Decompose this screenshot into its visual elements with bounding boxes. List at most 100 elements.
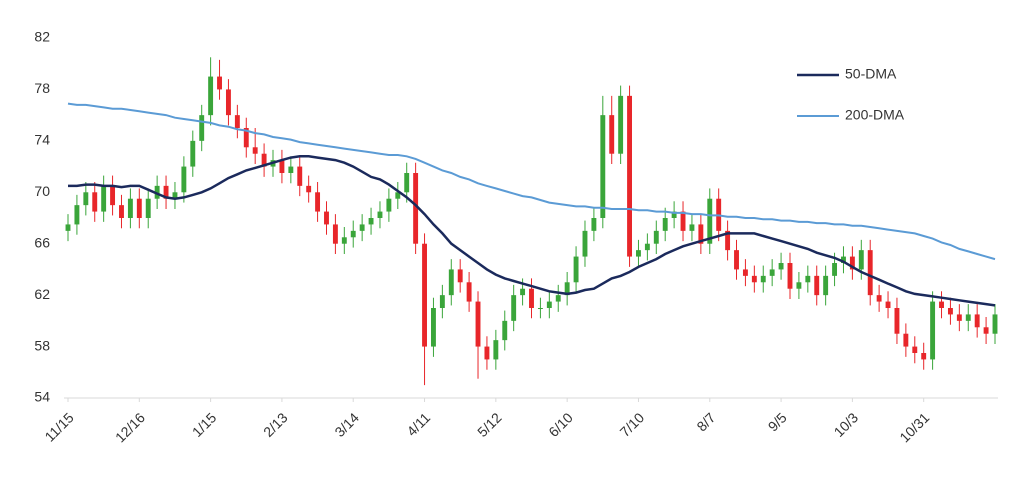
x-tick-label: 5/12 xyxy=(474,409,505,440)
candle-body xyxy=(939,301,944,308)
candle-body xyxy=(627,95,632,257)
candle-body xyxy=(778,263,784,270)
y-tick-label: 70 xyxy=(34,183,50,199)
y-tick-label: 74 xyxy=(34,132,50,148)
candle-body xyxy=(368,218,374,225)
candle-body xyxy=(493,340,499,360)
candle-body xyxy=(653,230,659,244)
candle-body xyxy=(796,282,802,289)
candle-body xyxy=(234,115,240,128)
candle-body xyxy=(404,173,410,193)
ma-line xyxy=(67,102,996,261)
candle-body xyxy=(885,301,891,308)
candle-body xyxy=(288,166,294,173)
candle-body xyxy=(956,314,962,321)
x-tick-label: 9/5 xyxy=(765,409,790,434)
legend-label: 50-DMA xyxy=(845,66,897,82)
candle-body xyxy=(163,185,169,199)
x-tick-label: 2/13 xyxy=(260,409,291,440)
candle-body xyxy=(760,275,766,283)
candle-body xyxy=(110,185,116,206)
x-tick-label: 3/14 xyxy=(331,409,362,440)
candle-body xyxy=(965,314,971,321)
candle-body xyxy=(921,353,927,360)
candle-body xyxy=(814,275,820,296)
candle-body xyxy=(217,76,222,90)
x-tick-label: 10/3 xyxy=(831,409,862,440)
candle-body xyxy=(466,282,472,302)
candle-body xyxy=(359,224,365,231)
candle-body xyxy=(769,269,775,276)
y-tick-label: 54 xyxy=(34,389,50,405)
candle-body xyxy=(431,308,436,347)
candle-body xyxy=(190,140,196,167)
candle-body xyxy=(511,295,517,321)
candle-body xyxy=(876,295,882,302)
x-tick-label: 12/16 xyxy=(112,409,148,445)
candle-body xyxy=(181,166,187,193)
candle-body xyxy=(386,198,392,212)
candle-body xyxy=(377,211,383,218)
candle-body xyxy=(145,198,151,218)
candle-body xyxy=(787,263,793,289)
legend-label: 200-DMA xyxy=(845,107,905,123)
candle-body xyxy=(823,275,829,296)
candle-body xyxy=(849,256,855,270)
x-tick-label: 1/15 xyxy=(189,409,220,440)
candle-body xyxy=(475,301,481,347)
candle-body xyxy=(609,115,615,154)
candle-body xyxy=(725,230,731,251)
candle-body xyxy=(341,237,347,244)
candle-body xyxy=(92,192,98,212)
candle-body xyxy=(529,288,534,308)
candle-body xyxy=(734,250,739,270)
candle-body xyxy=(555,295,561,302)
candle-body xyxy=(751,275,757,283)
candle-body xyxy=(707,198,713,244)
candle-body xyxy=(315,192,321,212)
candle-body xyxy=(261,153,267,167)
candle-body xyxy=(591,218,597,231)
candle-body xyxy=(279,160,285,173)
candle-body xyxy=(662,218,668,231)
candle-body xyxy=(582,230,588,257)
candle-body xyxy=(841,256,846,263)
candle-body xyxy=(867,250,873,296)
candle-body xyxy=(172,192,178,199)
candle-body xyxy=(395,192,401,199)
candle-body xyxy=(484,346,490,360)
candle-body xyxy=(127,198,133,218)
candle-body xyxy=(119,205,124,218)
candle-body xyxy=(600,115,606,218)
candle-body xyxy=(930,301,936,360)
candle-body xyxy=(225,89,231,116)
candle-body xyxy=(671,211,677,218)
candle-body xyxy=(413,173,419,244)
candle-body xyxy=(74,205,80,225)
x-tick-label: 6/10 xyxy=(545,409,576,440)
candle-body xyxy=(101,185,107,212)
candle-body xyxy=(974,314,980,328)
candle-body xyxy=(992,314,998,334)
candle-body xyxy=(65,224,71,231)
x-tick-label: 10/31 xyxy=(896,409,932,445)
candle-body xyxy=(894,308,900,334)
y-tick-label: 82 xyxy=(34,29,50,45)
candle-body xyxy=(573,256,579,283)
candle-body xyxy=(457,269,463,283)
y-tick-label: 58 xyxy=(34,337,50,353)
candle-body xyxy=(618,95,624,154)
candle-body xyxy=(350,230,356,238)
candle-body xyxy=(332,224,338,244)
candle-body xyxy=(805,275,811,283)
candle-body xyxy=(422,243,427,347)
candle-body xyxy=(564,282,570,296)
candle-body xyxy=(537,308,543,309)
candle-body xyxy=(324,211,329,225)
candle-body xyxy=(680,211,686,231)
candle-body xyxy=(439,295,445,308)
candle-body xyxy=(698,224,704,244)
ma-line xyxy=(68,155,996,307)
candle-body xyxy=(252,147,258,154)
y-tick-label: 62 xyxy=(34,286,50,302)
